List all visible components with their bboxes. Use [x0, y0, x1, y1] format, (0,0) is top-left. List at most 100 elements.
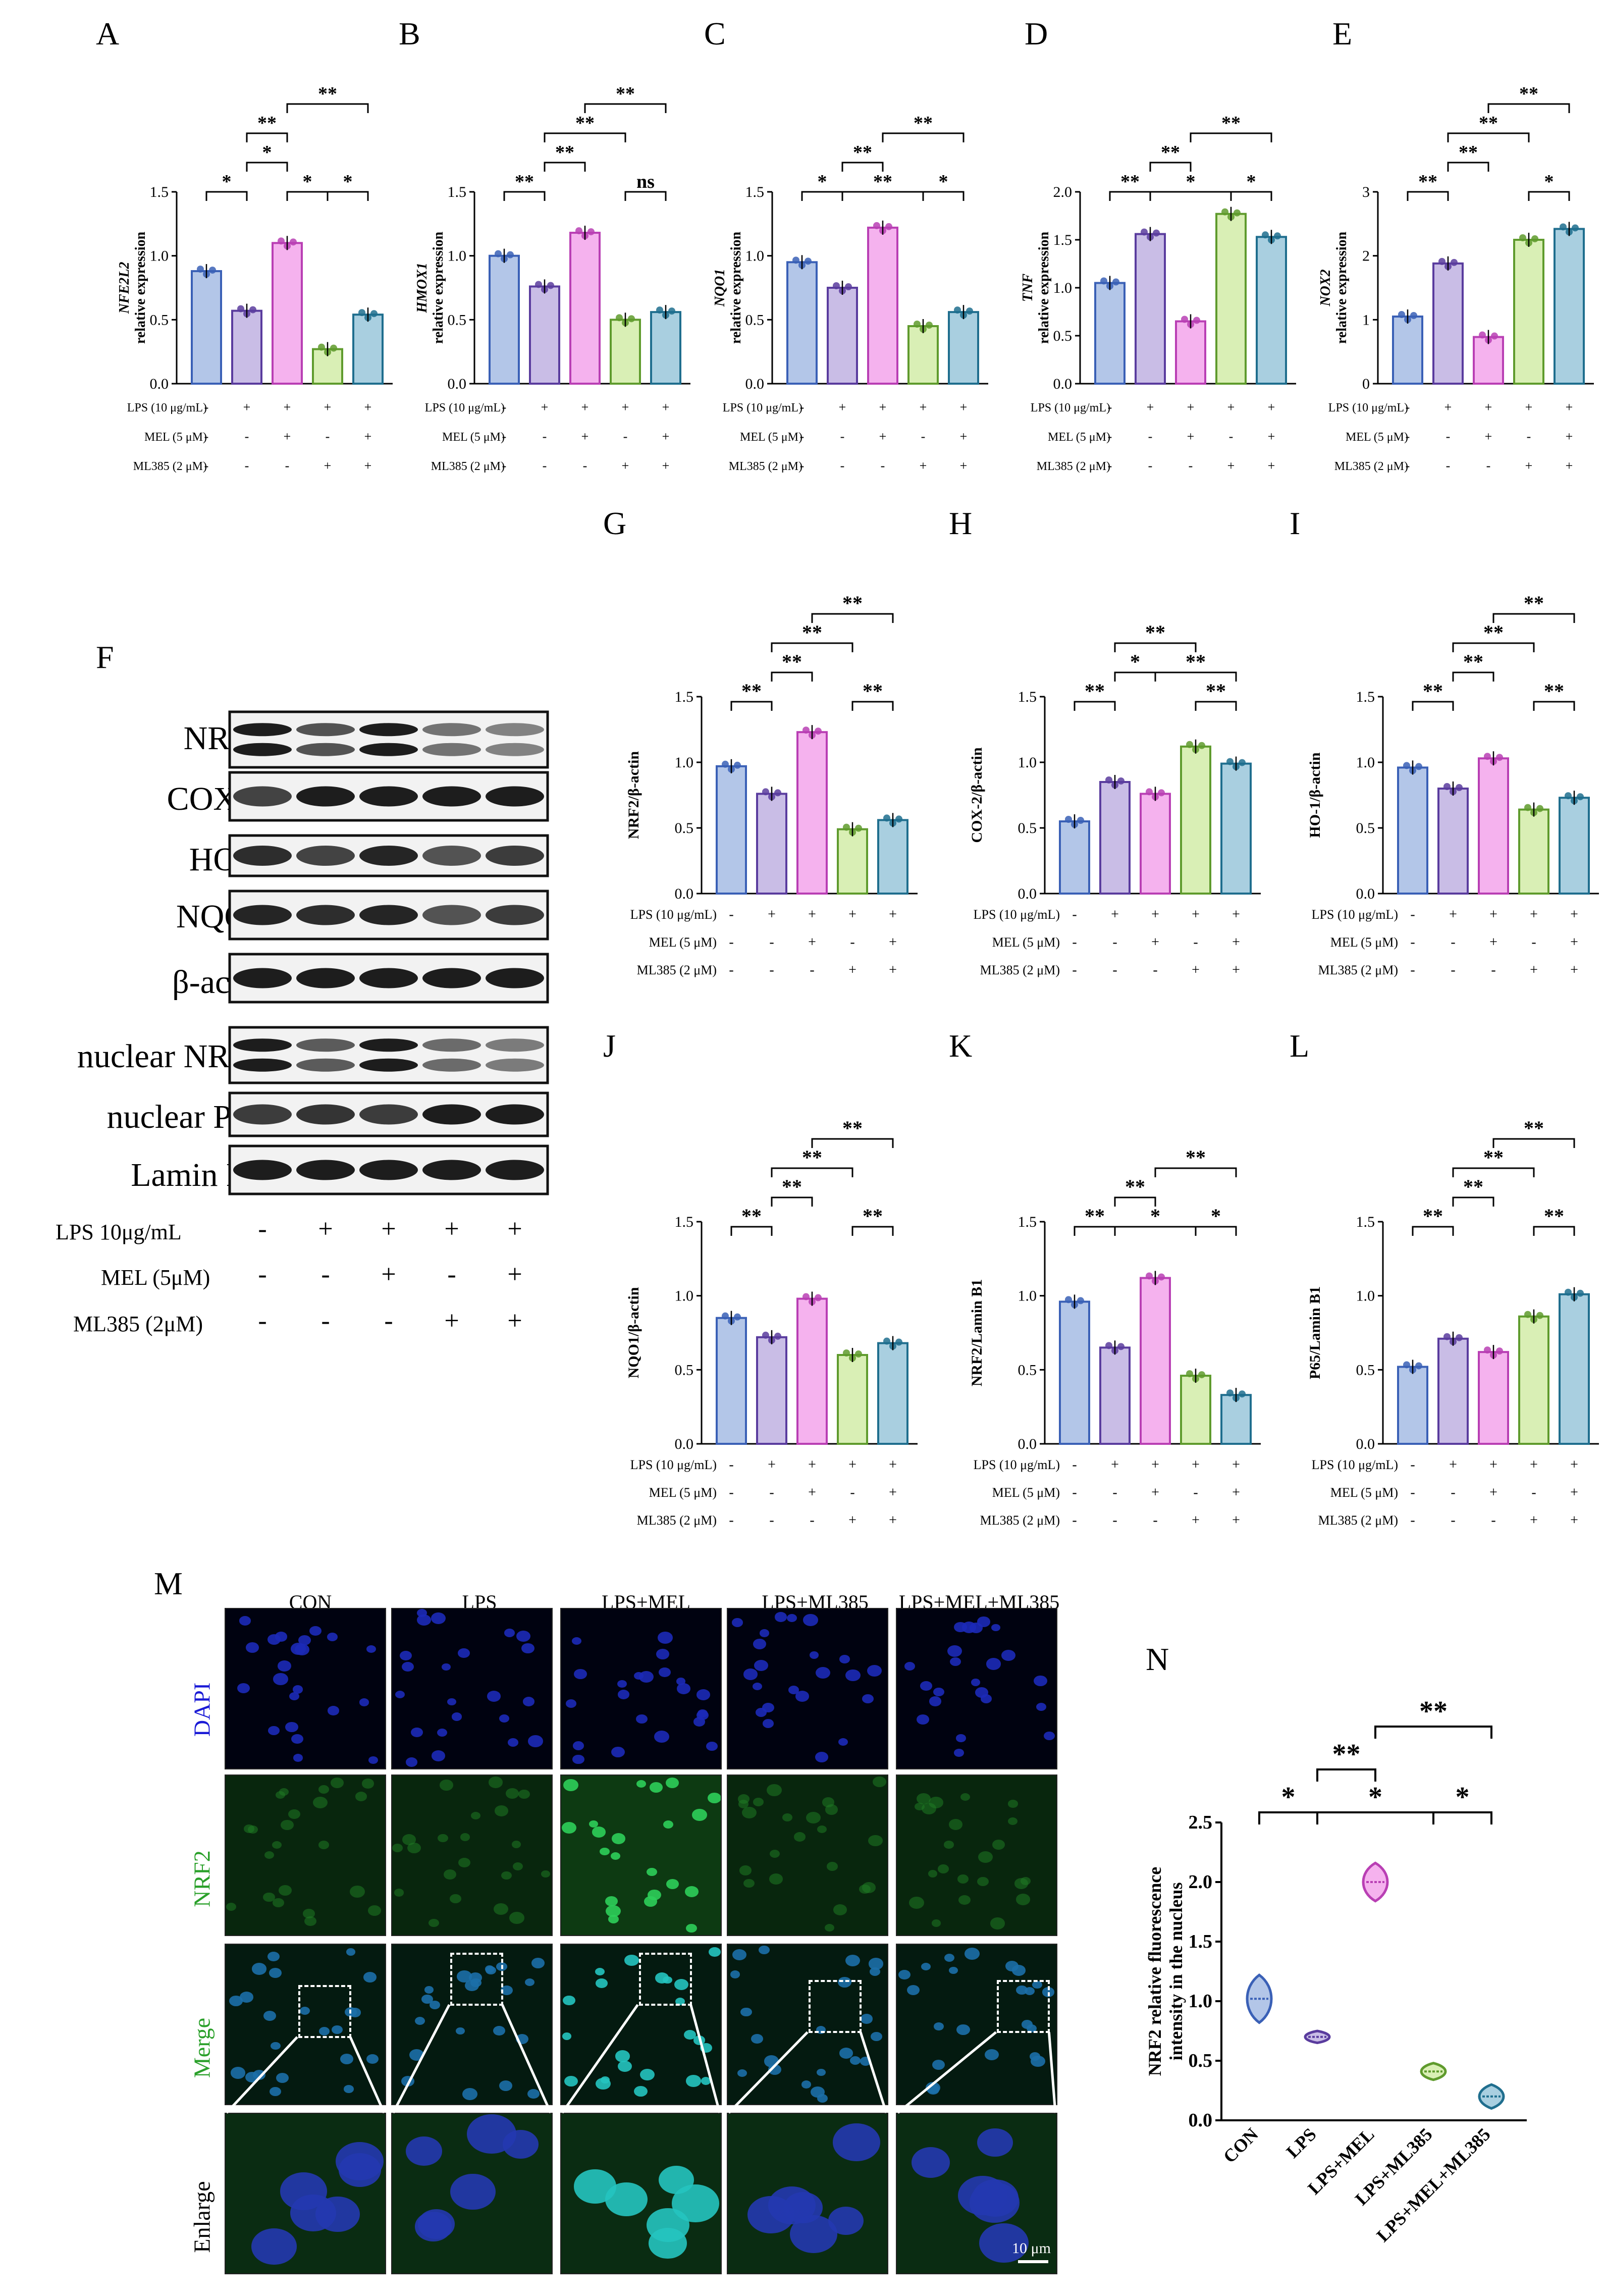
treatment-sign: -	[921, 429, 926, 444]
treatment-sign: -	[1451, 934, 1455, 950]
blot-sign: +	[318, 1215, 333, 1243]
treatment-sign: +	[662, 458, 670, 473]
cell-nucleus	[240, 1992, 254, 2003]
cell-nucleus	[595, 1968, 605, 1976]
zoom-connector	[689, 2004, 721, 2113]
cell-nucleus	[1016, 1985, 1028, 1995]
data-point	[290, 238, 297, 246]
significance-label: **	[873, 171, 892, 192]
blot-band	[486, 786, 544, 807]
cell-nucleus	[439, 1780, 453, 1791]
micrograph-tile	[896, 1775, 1057, 1936]
data-point	[575, 227, 582, 235]
treatment-label: MEL (5 μM)	[992, 1485, 1060, 1500]
cell-nucleus	[957, 2176, 1007, 2216]
cell-nucleus	[849, 2056, 861, 2065]
treatment-sign: +	[1566, 429, 1573, 444]
y-axis-title: COX-2/β-actin	[969, 747, 985, 843]
treatment-sign: -	[1410, 907, 1415, 922]
cell-nucleus	[763, 1719, 774, 1728]
treatment-sign: +	[1444, 400, 1452, 414]
significance-bracket	[246, 162, 288, 172]
cell-nucleus	[663, 1820, 674, 1829]
y-tick-label: 1.5	[1053, 232, 1073, 248]
y-tick-label: 1	[1362, 311, 1370, 328]
y-axis-title: NFE2L2	[117, 262, 132, 315]
cell-nucleus	[450, 2173, 496, 2210]
data-point	[587, 228, 595, 236]
cell-nucleus	[1011, 1964, 1026, 1976]
treatment-sign: +	[1187, 400, 1195, 414]
cell-nucleus	[428, 1918, 439, 1927]
data-point	[1274, 232, 1281, 240]
treatment-sign: +	[1232, 1485, 1240, 1500]
treatment-sign: -	[1112, 962, 1117, 978]
treatment-label: MEL (5 μM)	[1330, 935, 1398, 950]
panel-letter-l: L	[1290, 1028, 1310, 1064]
data-point	[1531, 235, 1538, 242]
data-point	[1403, 762, 1410, 769]
significance-bracket	[841, 162, 884, 172]
bar	[529, 285, 560, 385]
treatment-sign: -	[583, 458, 587, 473]
data-point	[1221, 208, 1228, 216]
blot-sign: -	[258, 1307, 267, 1335]
cell-nucleus	[766, 1784, 782, 1796]
significance-label: **	[863, 1205, 883, 1227]
data-point	[1065, 1296, 1072, 1303]
significance-bracket	[1149, 162, 1192, 172]
treatment-sign: -	[1153, 962, 1157, 978]
data-point	[1239, 759, 1246, 766]
significance-bracket	[771, 671, 813, 682]
cell-nucleus	[267, 1951, 280, 1961]
cell-nucleus	[984, 2049, 999, 2061]
cell-nucleus	[928, 1870, 937, 1877]
cell-nucleus	[272, 1898, 284, 1908]
cell-nucleus	[839, 2047, 853, 2059]
significance-bracket	[1432, 1811, 1492, 1824]
y-tick-label: 0.5	[745, 311, 765, 328]
cell-nucleus	[417, 1609, 427, 1617]
data-point	[843, 823, 850, 831]
cell-nucleus	[288, 1809, 301, 1819]
cell-nucleus	[285, 1721, 298, 1732]
cell-nucleus	[674, 1978, 689, 1990]
y-tick-label: 0.0	[1018, 1436, 1037, 1452]
cell-nucleus	[332, 2025, 343, 2034]
treatment-sign: +	[1570, 1512, 1578, 1528]
micrograph-tile	[391, 2113, 553, 2274]
blot-treat-ml385: ML385 (2μM)	[73, 1312, 203, 1336]
cell-nucleus	[775, 1612, 787, 1622]
data-point	[318, 343, 325, 351]
significance-label: **	[1125, 1175, 1145, 1198]
cell-nucleus	[977, 1876, 989, 1887]
panel-letter-a: A	[96, 16, 120, 51]
significance-bracket	[1447, 132, 1530, 142]
cell-nucleus	[737, 2069, 747, 2077]
treatment-label: LPS (10 μg/mL)	[723, 401, 802, 414]
y-tick-label: 0.0	[448, 376, 467, 392]
data-point	[668, 307, 675, 315]
cell-nucleus	[226, 1903, 236, 1911]
treatment-sign: +	[889, 907, 897, 922]
significance-label: **	[1085, 680, 1105, 702]
cell-nucleus	[1044, 1731, 1055, 1741]
cell-nucleus	[825, 1804, 838, 1815]
data-point	[762, 788, 769, 796]
bar	[877, 1342, 908, 1445]
treatment-sign: -	[285, 458, 290, 473]
treatment-sign: -	[1072, 1512, 1077, 1528]
cell-nucleus	[451, 1712, 462, 1721]
significance-label: ns	[636, 171, 655, 192]
significance-label: **	[1418, 171, 1437, 192]
y-tick-label: 2.0	[1053, 184, 1073, 200]
significance-bracket	[246, 132, 288, 142]
blot-bands	[228, 710, 549, 1195]
cell-nucleus	[392, 1843, 403, 1852]
cell-nucleus	[932, 2059, 945, 2070]
treatment-sign: +	[1530, 962, 1538, 978]
data-point	[358, 309, 365, 317]
significance-label: *	[303, 171, 312, 192]
